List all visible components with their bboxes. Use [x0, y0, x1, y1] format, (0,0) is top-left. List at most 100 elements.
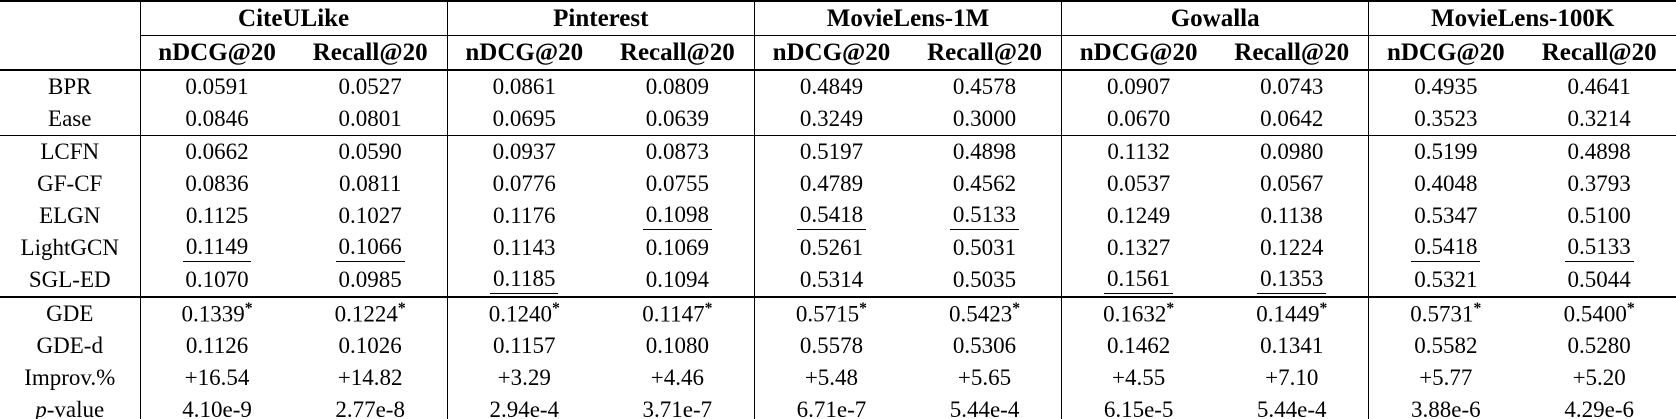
table-row: p-value 4.10e-9 2.77e-8 2.94e-4 3.71e-7 6.71e…: [0, 394, 1676, 419]
value-cell: 0.5418: [753, 200, 908, 232]
value-cell: 0.1070: [139, 264, 294, 298]
metric-header: nDCG@20: [1368, 35, 1523, 71]
value-cell: 6.15e-5: [1061, 394, 1216, 419]
value-cell: 2.94e-4: [446, 394, 601, 419]
value-cell: 0.1327: [1061, 232, 1216, 264]
value-cell: 0.0642: [1215, 103, 1369, 136]
value-cell: 0.3214: [1522, 103, 1676, 136]
value-cell: +16.54: [139, 362, 294, 394]
value-cell: +5.65: [957, 365, 1012, 390]
value-cell: 0.4048: [1368, 168, 1523, 200]
value-cell: 0.0861: [446, 70, 601, 103]
value-cell: 0.1143: [446, 232, 601, 264]
value-cell: 0.4641: [1567, 74, 1631, 99]
value-cell: 0.0811: [338, 171, 402, 196]
value-cell: 0.0809: [645, 74, 709, 99]
significance-star: *: [859, 300, 867, 318]
dataset-header-gowalla: Gowalla: [1061, 1, 1369, 36]
value-cell: 0.5199: [1368, 135, 1523, 168]
metric-header: nDCG@20: [139, 35, 294, 71]
value-cell: 0.1341: [1260, 333, 1324, 358]
metric-header: nDCG@20: [446, 35, 601, 71]
second-best-value: 0.1149: [182, 234, 252, 263]
value-cell: 0.1066: [294, 232, 448, 264]
row-label: LCFN: [40, 139, 100, 164]
second-best-value: 0.1561: [1104, 266, 1174, 295]
value-cell: 0.1125: [139, 200, 294, 232]
value-cell: 0.1094: [600, 264, 755, 298]
value-cell: 0.0670: [1061, 103, 1216, 136]
metric-header: nDCG@20: [753, 35, 908, 71]
value-cell: 0.3249: [753, 103, 908, 136]
value-cell: 6.71e-7: [753, 394, 908, 419]
row-label: GDE-d: [36, 333, 103, 358]
corner-cell: [0, 1, 141, 71]
value-cell: 0.4578: [952, 74, 1017, 99]
value-cell: 0.1149: [139, 232, 294, 264]
value-cell: 0.4898: [1567, 139, 1631, 164]
metric-header-row: nDCG@20 Recall@20 nDCG@20 Recall@20 nDCG@20 R…: [0, 35, 1676, 71]
value-cell: 0.1132: [1061, 135, 1216, 168]
value-cell: +3.29: [446, 362, 601, 394]
value-cell: 0.5031: [952, 235, 1017, 260]
value-cell: 0.5044: [1522, 264, 1676, 298]
value-cell: 0.0527: [338, 74, 402, 99]
dataset-header-row: CiteULike Pinterest MovieLens-1M Gowalla Mov…: [0, 1, 1676, 71]
value-cell: 0.5100: [1567, 203, 1631, 228]
significance-star: *: [1012, 300, 1021, 318]
metric-header: Recall@20: [600, 35, 755, 71]
row-label: Ease: [0, 103, 140, 136]
second-best-value: 0.1066: [335, 234, 405, 263]
significance-star: *: [1626, 300, 1635, 318]
row-label: Improv.%: [24, 365, 116, 390]
second-best-value: 0.5133: [1564, 234, 1634, 263]
table-row: GDE-d 0.1126 0.1026 0.1157 0.1080 0.5578 0.530…: [0, 330, 1676, 362]
value-cell: 0.0755: [645, 171, 709, 196]
value-cell: 0.3523: [1368, 103, 1523, 136]
value-cell: 0.5133: [908, 200, 1062, 232]
dataset-header-pinterest: Pinterest: [446, 1, 755, 36]
significance-star: *: [244, 300, 253, 318]
value-cell: 0.5321: [1368, 264, 1523, 298]
value-cell: 0.1147*: [642, 300, 713, 327]
value-cell: +5.48: [753, 362, 908, 394]
row-label: BPR: [48, 74, 92, 99]
value-cell: 0.1240*: [446, 297, 601, 330]
value-cell: 0.1080: [645, 333, 709, 358]
metric-header: Recall@20: [1215, 35, 1369, 71]
metric-header: Recall@20: [1522, 35, 1676, 71]
value-cell: 3.88e-6: [1368, 394, 1523, 419]
row-label: ELGN: [39, 203, 101, 228]
table-header: CiteULike Pinterest MovieLens-1M Gowalla Mov…: [0, 1, 1676, 71]
second-best-value: 0.1353: [1257, 266, 1327, 295]
table-row: GDE 0.1339* 0.1224* 0.1240* 0.1147* 0.5715* 0.…: [0, 297, 1676, 330]
table-row: Improv.% +16.54 +14.82 +3.29 +4.46 +5.48 +5.65…: [0, 362, 1676, 394]
table-row: LightGCN 0.1149 0.1066 0.1143 0.1069 0.5261 0.…: [0, 232, 1676, 264]
value-cell: +4.46: [650, 365, 704, 390]
dataset-header-citeulike: CiteULike: [139, 1, 448, 36]
value-cell: 0.0937: [446, 135, 601, 168]
value-cell: 0.5306: [952, 333, 1017, 358]
row-label: LightGCN: [20, 235, 119, 260]
value-cell: 5.44e-4: [949, 397, 1020, 419]
dataset-header-movielens-1m: MovieLens-1M: [753, 1, 1062, 36]
table-row: SGL-ED 0.1070 0.0985 0.1185 0.1094 0.5314 0.50…: [0, 264, 1676, 298]
value-cell: 0.5347: [1368, 200, 1523, 232]
value-cell: 0.0801: [293, 103, 448, 136]
second-best-value: 0.1098: [642, 202, 712, 231]
value-cell: 0.0846: [139, 103, 294, 136]
row-label: SGL-ED: [0, 264, 140, 298]
value-cell: 0.5133: [1522, 232, 1676, 264]
value-cell: 0.0743: [1260, 74, 1324, 99]
second-best-value: 0.5418: [796, 202, 867, 231]
value-cell: 0.1224: [1260, 235, 1324, 260]
value-cell: 0.1027: [338, 203, 402, 228]
value-cell: 0.0873: [645, 139, 709, 164]
value-cell: 3.71e-7: [642, 397, 713, 419]
value-cell: 0.0776: [446, 168, 601, 200]
value-cell: 0.5731*: [1368, 297, 1523, 330]
table-row: Ease 0.0846 0.0801 0.0695 0.0639 0.3249 0.3000…: [0, 103, 1676, 136]
second-best-value: 0.1185: [490, 266, 559, 295]
value-cell: 0.4562: [952, 171, 1017, 196]
